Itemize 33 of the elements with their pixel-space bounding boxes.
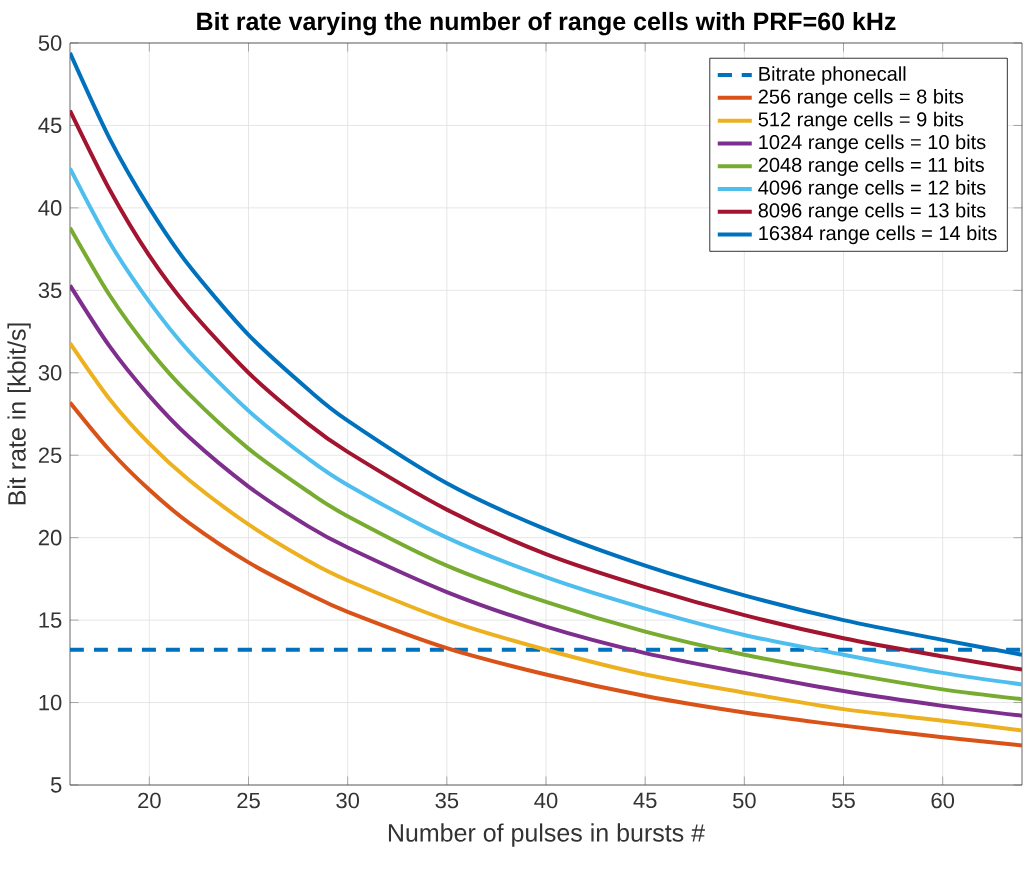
line-series	[70, 283, 1022, 718]
x-tick-label: 25	[237, 792, 260, 809]
x-tick-label: 30	[336, 792, 360, 809]
legend-label: 512 range cells = 9 bits	[758, 111, 964, 131]
y-tick-label: 15	[39, 612, 62, 628]
legend-label: 256 range cells = 8 bits	[758, 88, 964, 108]
y-tick-label: 5	[50, 777, 62, 793]
y-tick-label: 10	[39, 694, 62, 711]
x-tick-label: 55	[832, 792, 855, 809]
y-tick-label: 30	[38, 364, 62, 381]
x-tick-label: 45	[633, 792, 657, 809]
legend-label: Bitrate phonecall	[759, 66, 906, 85]
y-tick-label: 40	[38, 200, 62, 216]
legend-label: 4096 range cells = 12 bits	[758, 180, 986, 199]
y-tick-label: 20	[38, 529, 62, 546]
legend-label: 8096 range cells = 13 bits	[758, 202, 986, 222]
x-tick-label: 35	[435, 792, 459, 809]
y-tick-label: 45	[38, 117, 62, 134]
x-tick-label: 50	[732, 792, 756, 809]
line-series	[70, 400, 1022, 748]
x-axis-title: Number of pulses in bursts #	[388, 823, 705, 847]
legend-label: 1024 range cells = 10 bits	[759, 134, 986, 154]
x-tick-label: 40	[534, 792, 558, 809]
y-tick-label: 50	[38, 35, 62, 51]
y-axis-title: Bit rate in [kbit/s]	[7, 323, 31, 505]
y-tick-label: 35	[38, 282, 62, 299]
y-tick-label: 25	[38, 447, 62, 464]
legend-label: 16384 range cells = 14 bits	[759, 225, 997, 245]
legend-label: 2048 range cells = 11 bits	[758, 157, 984, 176]
chart-title: Bit rate varying the number of range cells with PRF=60 kHz	[197, 11, 896, 36]
x-tick-label: 20	[138, 792, 161, 809]
x-tick-label: 60	[931, 792, 955, 809]
line-series	[70, 341, 1022, 733]
